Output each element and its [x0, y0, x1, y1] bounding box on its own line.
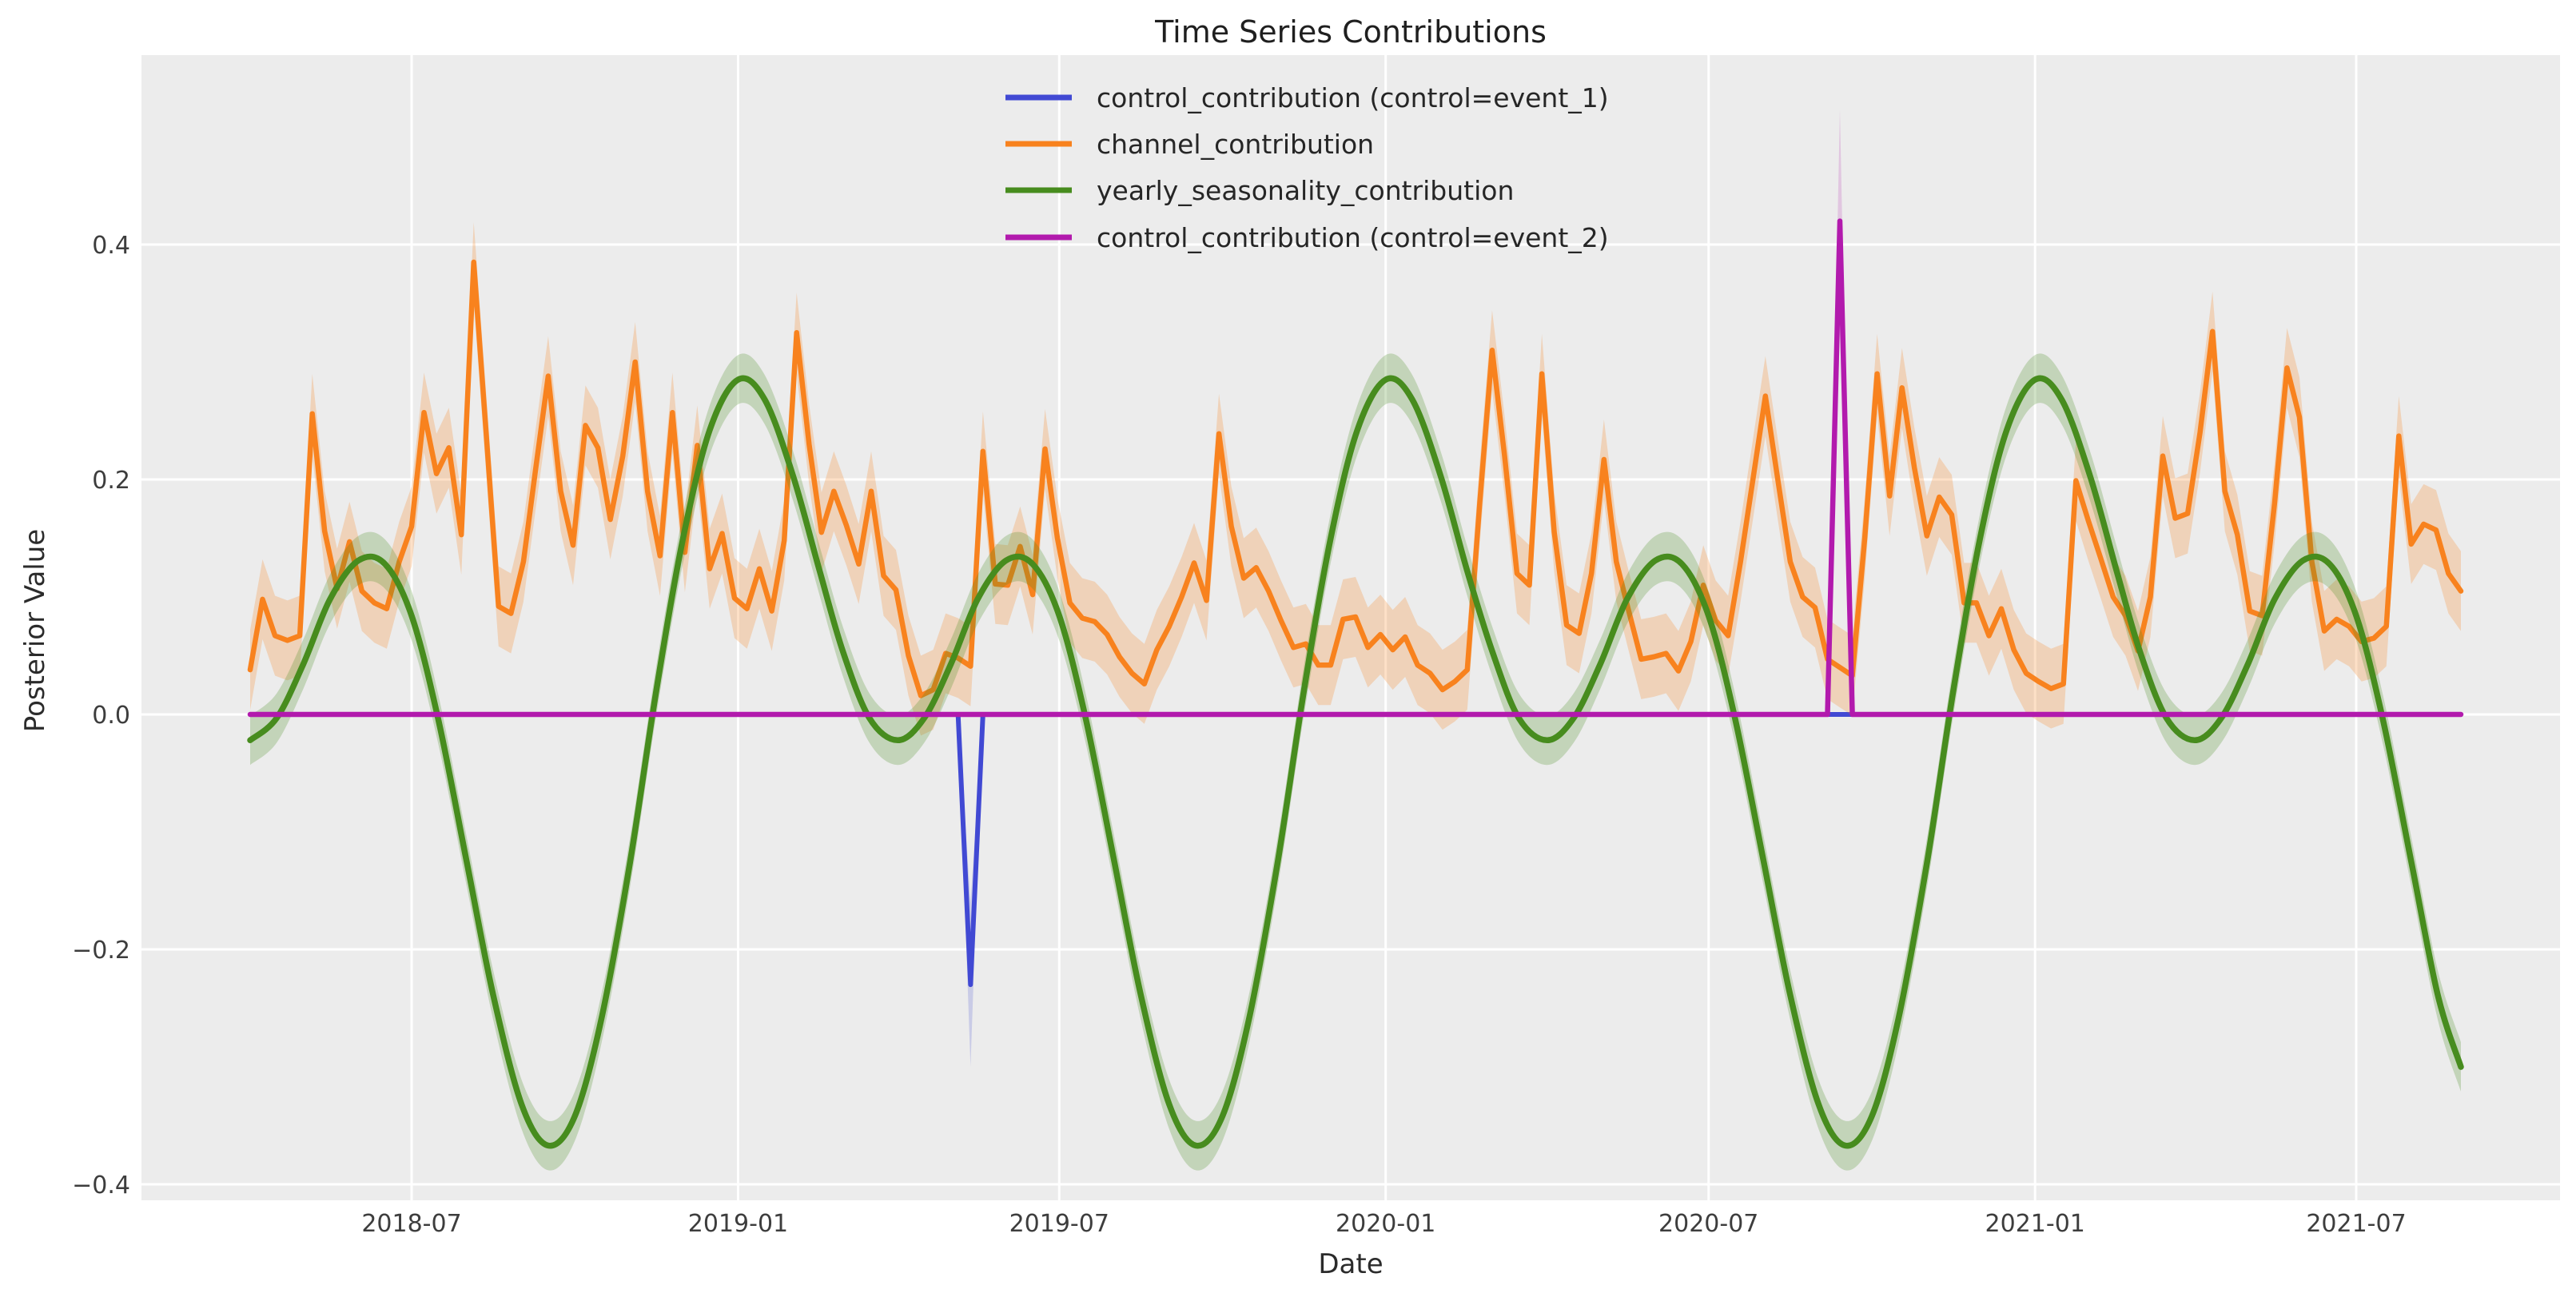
y-tick-label-0.2: 0.2	[92, 467, 130, 495]
y-tick-label-−0.4: −0.4	[72, 1172, 130, 1200]
y-tick-label-0.0: 0.0	[92, 702, 130, 730]
chart-title: Time Series Contributions	[1155, 14, 1547, 50]
series-band-orange	[250, 222, 2461, 736]
series-line-orange	[247, 259, 2464, 698]
x-tick-label-2021-01: 2021-01	[1985, 1210, 2085, 1238]
x-tick-label-2020-01: 2020-01	[1336, 1210, 1435, 1238]
y-axis-label: Posterior Value	[19, 528, 51, 733]
y-tick-label-0.4: 0.4	[92, 232, 130, 260]
x-tick-label-2020-07: 2020-07	[1658, 1210, 1758, 1238]
x-tick-label-2019-07: 2019-07	[1009, 1210, 1109, 1238]
axes-background	[141, 55, 2560, 1200]
legend-label-blue: control_contribution (control=event_1)	[1097, 82, 1609, 113]
legend-label-orange: channel_contribution	[1097, 129, 1374, 160]
legend-label-magenta: control_contribution (control=event_2)	[1097, 222, 1609, 253]
series-line-magenta	[247, 218, 2464, 718]
series-line-green	[247, 375, 2464, 1149]
x-axis-label: Date	[1318, 1248, 1384, 1280]
y-tick-label-−0.2: −0.2	[72, 937, 130, 965]
legend-label-green: yearly_seasonality_contribution	[1097, 175, 1514, 206]
x-tick-label-2018-07: 2018-07	[361, 1210, 461, 1238]
x-tick-label-2019-01: 2019-01	[688, 1210, 788, 1238]
x-tick-label-2021-07: 2021-07	[2306, 1210, 2406, 1238]
